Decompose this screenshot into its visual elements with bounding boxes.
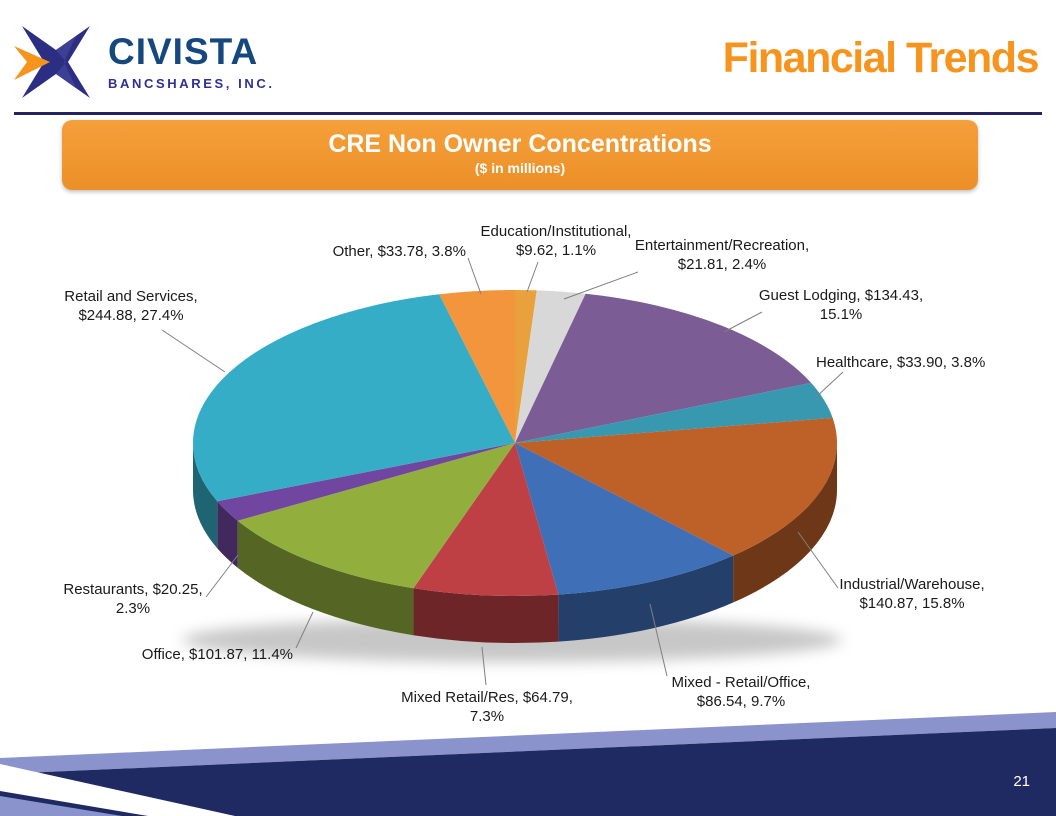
pie-leader-other (467, 257, 482, 295)
pie-leader-industrial-warehouse (797, 531, 839, 589)
brand-subtitle: BANCSHARES, INC. (108, 76, 275, 91)
pie-slice-wall-retail-and-services (193, 443, 218, 549)
pie-slice-healthcare (515, 382, 833, 443)
pie-slice-mixed-retail-office (515, 443, 734, 595)
pie-slice-industrial-warehouse (515, 417, 837, 556)
brand-text: CIVISTA BANCSHARES, INC. (108, 33, 275, 91)
chart-title-banner: CRE Non Owner Concentrations ($ in milli… (62, 120, 978, 190)
pie-leader-guest-lodging (723, 311, 763, 333)
pie-leader-restaurants (205, 554, 239, 598)
pie-slice-wall-restaurants (217, 501, 238, 568)
pie-leader-mixed-retail-res (481, 646, 487, 686)
pie-slice-entertainment-recreation (515, 290, 586, 443)
pie-leader-mixed-retail-office (649, 603, 668, 677)
brand-name: CIVISTA (108, 31, 259, 72)
pie-slice-restaurants (217, 443, 515, 521)
pie-slice-wall-mixed-retail-office (558, 555, 734, 642)
civista-logo-icon (14, 26, 90, 98)
pie-leader-office (295, 611, 314, 649)
page-title: Financial Trends (722, 34, 1040, 82)
pie-slice-guest-lodging (515, 293, 812, 443)
header-divider (14, 112, 1042, 115)
pie-slice-office (237, 443, 515, 589)
pie-slice-wall-mixed-retail-res (413, 588, 559, 643)
chart-title: CRE Non Owner Concentrations (328, 130, 712, 158)
pie-slice-other (439, 290, 515, 443)
chart-subtitle: ($ in millions) (474, 160, 566, 176)
pie-leader-entertainment-recreation (563, 271, 639, 300)
brand-logo-block: CIVISTA BANCSHARES, INC. (14, 20, 275, 104)
pie-leader-healthcare (814, 371, 844, 399)
pie-slice-wall-industrial-warehouse (733, 443, 838, 603)
pie-leader-retail-and-services (161, 329, 226, 373)
pie-leader-education-institutional (526, 261, 539, 293)
pie-slice-mixed-retail-res (413, 443, 559, 597)
pie-slice-retail-and-services (193, 294, 516, 502)
page-number: 21 (1013, 773, 1030, 790)
pie-slice-wall-office (237, 520, 414, 636)
pie-slice-education-institutional (515, 290, 537, 443)
